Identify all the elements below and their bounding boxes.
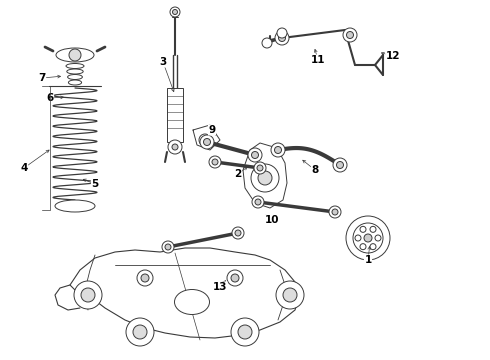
- Circle shape: [252, 196, 264, 208]
- Circle shape: [275, 31, 289, 45]
- Text: 2: 2: [234, 169, 242, 179]
- Circle shape: [258, 171, 272, 185]
- Circle shape: [69, 49, 81, 61]
- Ellipse shape: [55, 200, 95, 212]
- Text: 12: 12: [386, 51, 400, 61]
- Circle shape: [133, 325, 147, 339]
- Circle shape: [165, 244, 171, 250]
- Circle shape: [231, 274, 239, 282]
- Circle shape: [332, 209, 338, 215]
- Circle shape: [283, 288, 297, 302]
- Circle shape: [375, 235, 381, 241]
- Circle shape: [202, 137, 208, 143]
- Circle shape: [248, 148, 262, 162]
- Polygon shape: [70, 248, 300, 338]
- Circle shape: [274, 147, 281, 153]
- FancyBboxPatch shape: [167, 88, 183, 142]
- Text: 9: 9: [208, 125, 216, 135]
- Circle shape: [203, 139, 211, 145]
- Circle shape: [74, 281, 102, 309]
- Circle shape: [346, 31, 353, 39]
- Circle shape: [199, 134, 211, 146]
- Text: 3: 3: [159, 57, 167, 67]
- Circle shape: [141, 274, 149, 282]
- Circle shape: [278, 35, 286, 41]
- Circle shape: [346, 216, 390, 260]
- Circle shape: [370, 244, 376, 250]
- Circle shape: [81, 288, 95, 302]
- Circle shape: [360, 244, 366, 250]
- Circle shape: [137, 270, 153, 286]
- Circle shape: [162, 241, 174, 253]
- Text: 4: 4: [20, 163, 28, 173]
- Circle shape: [353, 223, 383, 253]
- Ellipse shape: [66, 63, 84, 68]
- Circle shape: [168, 140, 182, 154]
- Circle shape: [277, 28, 287, 38]
- Circle shape: [232, 227, 244, 239]
- Text: 7: 7: [38, 73, 46, 83]
- Circle shape: [276, 281, 304, 309]
- Circle shape: [333, 158, 347, 172]
- Circle shape: [209, 156, 221, 168]
- Circle shape: [343, 28, 357, 42]
- Circle shape: [227, 270, 243, 286]
- Ellipse shape: [56, 48, 94, 62]
- Circle shape: [364, 234, 372, 242]
- Circle shape: [255, 199, 261, 205]
- Circle shape: [238, 325, 252, 339]
- Ellipse shape: [68, 75, 82, 80]
- Circle shape: [337, 162, 343, 168]
- Circle shape: [262, 38, 272, 48]
- Text: 10: 10: [265, 215, 279, 225]
- Ellipse shape: [174, 289, 210, 315]
- Circle shape: [251, 164, 279, 192]
- Circle shape: [126, 318, 154, 346]
- Text: 11: 11: [311, 55, 325, 65]
- Circle shape: [235, 230, 241, 236]
- Circle shape: [254, 162, 266, 174]
- Text: 5: 5: [91, 179, 98, 189]
- Text: 1: 1: [365, 255, 371, 265]
- Circle shape: [360, 226, 366, 232]
- Circle shape: [271, 143, 285, 157]
- Circle shape: [212, 159, 218, 165]
- Circle shape: [172, 9, 177, 14]
- Circle shape: [172, 144, 178, 150]
- Text: 6: 6: [47, 93, 53, 103]
- Circle shape: [200, 135, 214, 149]
- Circle shape: [251, 152, 259, 158]
- Circle shape: [257, 165, 263, 171]
- Circle shape: [170, 7, 180, 17]
- Text: 13: 13: [213, 282, 227, 292]
- Ellipse shape: [67, 69, 83, 74]
- Polygon shape: [243, 143, 287, 208]
- Circle shape: [355, 235, 361, 241]
- Ellipse shape: [69, 80, 82, 85]
- Circle shape: [329, 206, 341, 218]
- Circle shape: [370, 226, 376, 232]
- Text: 8: 8: [311, 165, 318, 175]
- Circle shape: [231, 318, 259, 346]
